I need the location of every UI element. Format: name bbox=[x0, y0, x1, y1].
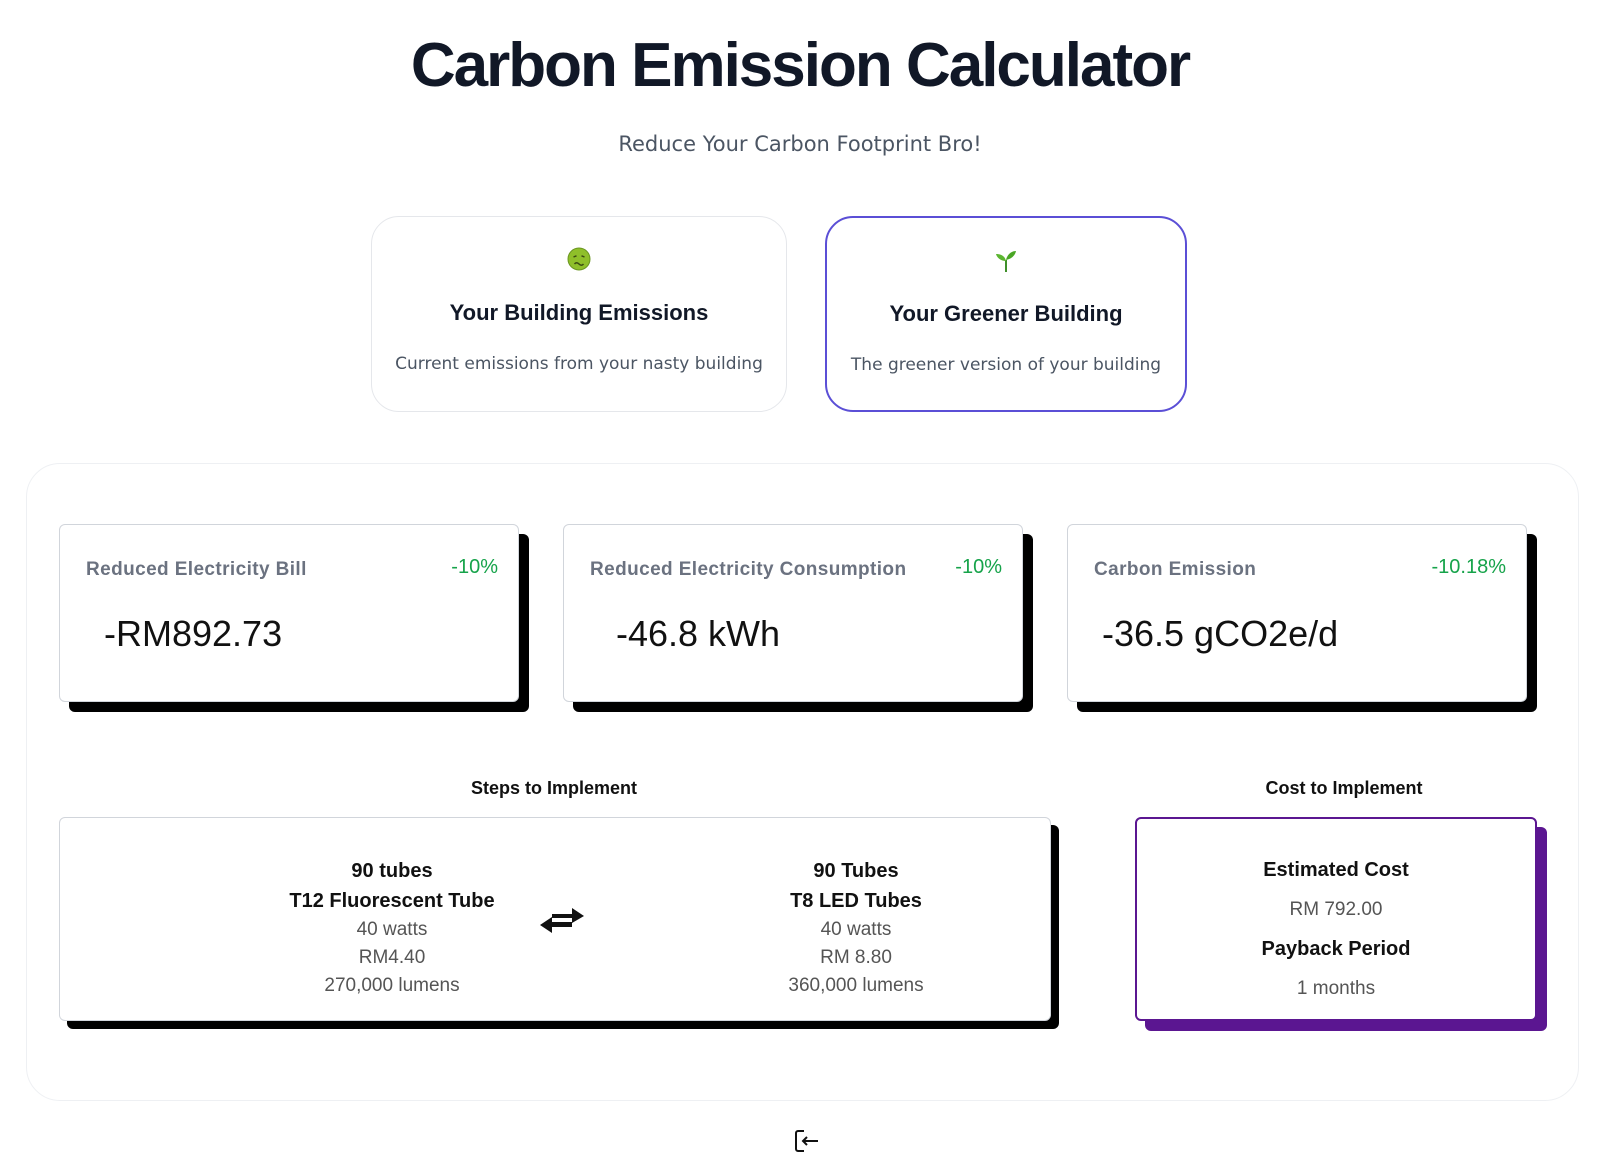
fixture-quantity: 90 Tubes bbox=[813, 860, 899, 882]
stat-card-electricity-consumption: Reduced Electricity Consumption -10% -46… bbox=[563, 524, 1023, 702]
fixture-watts: 40 watts bbox=[820, 919, 892, 940]
stat-card-carbon-emission: Carbon Emission -10.18% -36.5 gCO2e/d bbox=[1067, 524, 1527, 702]
stat-label: Carbon Emission bbox=[1094, 559, 1257, 580]
mode-card-greener-building[interactable]: Your Greener Building The greener versio… bbox=[825, 216, 1187, 412]
page-title: Carbon Emission Calculator bbox=[410, 31, 1191, 100]
fixture-name: T8 LED Tubes bbox=[790, 890, 922, 912]
payback-period-value: 1 months bbox=[1296, 978, 1376, 999]
cost-heading: Cost to Implement bbox=[1265, 778, 1423, 798]
stat-change: -10% bbox=[451, 556, 498, 578]
seedling-icon bbox=[827, 248, 1185, 276]
fixture-quantity: 90 tubes bbox=[351, 860, 433, 882]
stat-label: Reduced Electricity Bill bbox=[86, 559, 307, 580]
mode-description: Current emissions from your nasty buildi… bbox=[395, 354, 763, 374]
estimated-cost-label: Estimated Cost bbox=[1263, 859, 1409, 881]
fixture-name: T12 Fluorescent Tube bbox=[289, 890, 495, 912]
page-subtitle: Reduce Your Carbon Footprint Bro! bbox=[618, 132, 982, 156]
fixture-price: RM 8.80 bbox=[820, 947, 892, 968]
stat-value: -RM892.73 bbox=[104, 613, 283, 654]
mode-description: The greener version of your building bbox=[850, 355, 1162, 375]
current-fixture: 90 tubes T12 Fluorescent Tube 40 watts R… bbox=[192, 856, 592, 1000]
replacement-fixture: 90 Tubes T8 LED Tubes 40 watts RM 8.80 3… bbox=[656, 856, 1056, 1000]
mode-card-current-building[interactable]: Your Building Emissions Current emission… bbox=[371, 216, 787, 412]
cost-card: Estimated Cost RM 792.00 Payback Period … bbox=[1135, 817, 1537, 1021]
fixture-watts: 40 watts bbox=[356, 919, 428, 940]
stat-change: -10% bbox=[955, 556, 1002, 578]
steps-card: 90 tubes T12 Fluorescent Tube 40 watts R… bbox=[59, 817, 1051, 1021]
stat-value: -46.8 kWh bbox=[616, 613, 781, 654]
stat-change: -10.18% bbox=[1431, 556, 1507, 578]
payback-period-label: Payback Period bbox=[1261, 938, 1411, 960]
mode-title: Your Building Emissions bbox=[449, 300, 709, 325]
estimated-cost-value: RM 792.00 bbox=[1289, 899, 1383, 920]
steps-heading: Steps to Implement bbox=[470, 778, 638, 798]
stat-label: Reduced Electricity Consumption bbox=[590, 559, 907, 580]
stat-card-electricity-bill: Reduced Electricity Bill -10% -RM892.73 bbox=[59, 524, 519, 702]
nauseated-face-icon bbox=[372, 247, 786, 275]
swap-arrows-icon bbox=[538, 902, 586, 938]
fixture-price: RM4.40 bbox=[358, 947, 426, 968]
logout-icon[interactable] bbox=[792, 1127, 820, 1155]
fixture-lumens: 270,000 lumens bbox=[324, 975, 460, 996]
mode-title: Your Greener Building bbox=[889, 301, 1123, 326]
stat-value: -36.5 gCO2e/d bbox=[1102, 613, 1339, 654]
fixture-lumens: 360,000 lumens bbox=[788, 975, 924, 996]
